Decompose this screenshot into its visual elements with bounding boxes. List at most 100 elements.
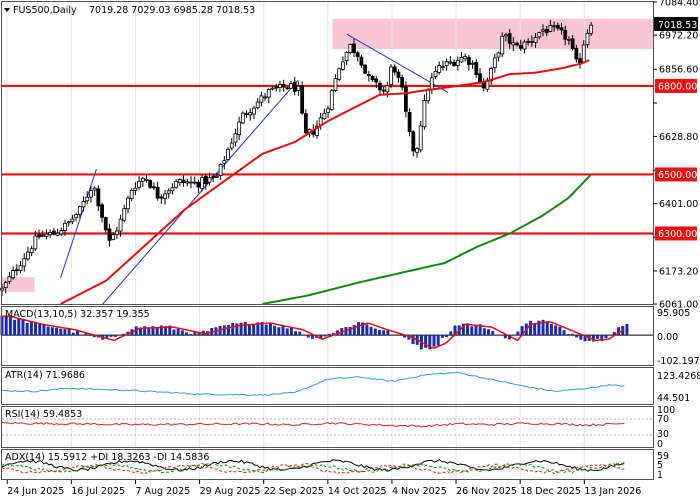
candle-body — [122, 208, 127, 221]
macd-bar — [319, 335, 323, 339]
macd-bar — [189, 334, 193, 336]
candle-body — [89, 190, 93, 198]
candle-body — [370, 76, 375, 81]
candle-body — [59, 230, 64, 235]
candle-body — [537, 32, 542, 38]
x-tick-label: 13 Jan 2026 — [584, 486, 641, 497]
macd-bar — [520, 326, 524, 336]
macd-bar — [591, 335, 595, 342]
candle-body — [322, 112, 327, 120]
macd-bar — [176, 328, 180, 336]
candle-body — [448, 61, 453, 64]
candle-body — [270, 87, 275, 90]
macd-bar — [21, 318, 25, 336]
macd-bar — [122, 333, 126, 336]
macd-bar — [357, 322, 361, 336]
candle-body — [140, 177, 145, 182]
macd-bar — [59, 328, 63, 336]
price-candles — [0, 19, 594, 297]
macd-bar — [273, 325, 277, 336]
candle-body — [285, 87, 290, 90]
candle-body — [211, 176, 216, 178]
macd-bar — [151, 326, 155, 336]
macd-bar — [55, 327, 59, 336]
candle-body — [85, 196, 90, 202]
macd-bar — [13, 319, 17, 336]
candle-body — [289, 83, 293, 89]
plus-di-line — [1, 462, 625, 474]
highlight-zone-0 — [332, 18, 653, 50]
price-tick-label: 7084.40 — [659, 0, 698, 9]
x-tick-label: 29 Aug 2025 — [200, 486, 261, 497]
candle-body — [259, 95, 264, 103]
candle-body — [466, 57, 471, 65]
candle-body — [352, 43, 356, 54]
level-label-6800.00: 6800.00 — [658, 81, 697, 92]
macd-bar — [508, 335, 512, 340]
macd-bar — [302, 334, 306, 336]
candle-body — [126, 197, 130, 210]
candle-body — [578, 58, 582, 64]
macd-bar — [25, 322, 29, 336]
candle-body — [174, 180, 179, 188]
candle-body — [378, 82, 382, 91]
macd-bar — [168, 325, 172, 336]
candle-body — [148, 180, 153, 188]
candle-body — [81, 201, 86, 208]
candle-body — [159, 196, 164, 199]
candle-body — [541, 29, 545, 32]
macd-tick-bottom: -102.197 — [657, 356, 700, 367]
macd-bar — [180, 330, 184, 336]
adx-tick-1: 1 — [657, 470, 663, 481]
macd-bar — [8, 315, 12, 336]
macd-bar — [570, 333, 574, 336]
ohlc-values: 7019.28 7029.03 6985.28 7018.53 — [89, 5, 255, 16]
candle-body — [226, 148, 230, 160]
atr-label: ATR(14) 71.9686 — [5, 370, 85, 381]
candle-body — [348, 44, 353, 54]
candle-body — [185, 181, 190, 184]
macd-bar — [84, 333, 88, 336]
price-axis: 7084.40 6972.20 6856.60 6628.80 6401.00 6173.… — [653, 0, 698, 311]
macd-bar — [432, 335, 436, 347]
candle-body — [429, 77, 434, 91]
macd-bar — [403, 335, 407, 338]
macd-bar — [382, 330, 386, 336]
x-tick-label: 18 Dec 2025 — [520, 486, 581, 497]
macd-bar — [306, 335, 310, 338]
macd-bar — [294, 331, 298, 336]
candle-body — [333, 78, 338, 91]
candle-body — [329, 90, 334, 110]
macd-bar — [533, 322, 537, 336]
macd-bar — [247, 325, 251, 336]
candle-body — [18, 265, 23, 271]
symbol-dropdown-icon[interactable] — [4, 8, 10, 12]
candle-body — [589, 24, 594, 34]
macd-bar — [554, 325, 558, 336]
macd-bar — [470, 326, 474, 336]
macd-bar — [277, 327, 281, 336]
macd-bar — [197, 332, 201, 336]
candle-body — [77, 206, 82, 215]
candle-body — [166, 190, 171, 194]
candle-body — [585, 32, 590, 46]
candle-body — [315, 125, 319, 137]
macd-bar — [445, 335, 449, 338]
macd-bar — [143, 326, 147, 336]
macd-bar — [147, 327, 151, 336]
atr-tick-top: 123.4268 — [657, 371, 700, 382]
macd-bar — [17, 318, 21, 336]
candle-body — [152, 186, 156, 189]
level-flag-6800.00 — [655, 78, 697, 93]
macd-bar — [617, 327, 621, 336]
candle-body — [37, 234, 41, 238]
candle-body — [415, 148, 419, 153]
candle-body — [40, 234, 45, 237]
candle-body — [359, 56, 364, 66]
candle-body — [366, 74, 371, 76]
macd-bar — [67, 328, 71, 336]
candle-body — [114, 230, 119, 236]
candle-body — [170, 187, 175, 192]
chart-header: FUS500,Daily 7019.28 7029.03 6985.28 701… — [4, 5, 255, 16]
